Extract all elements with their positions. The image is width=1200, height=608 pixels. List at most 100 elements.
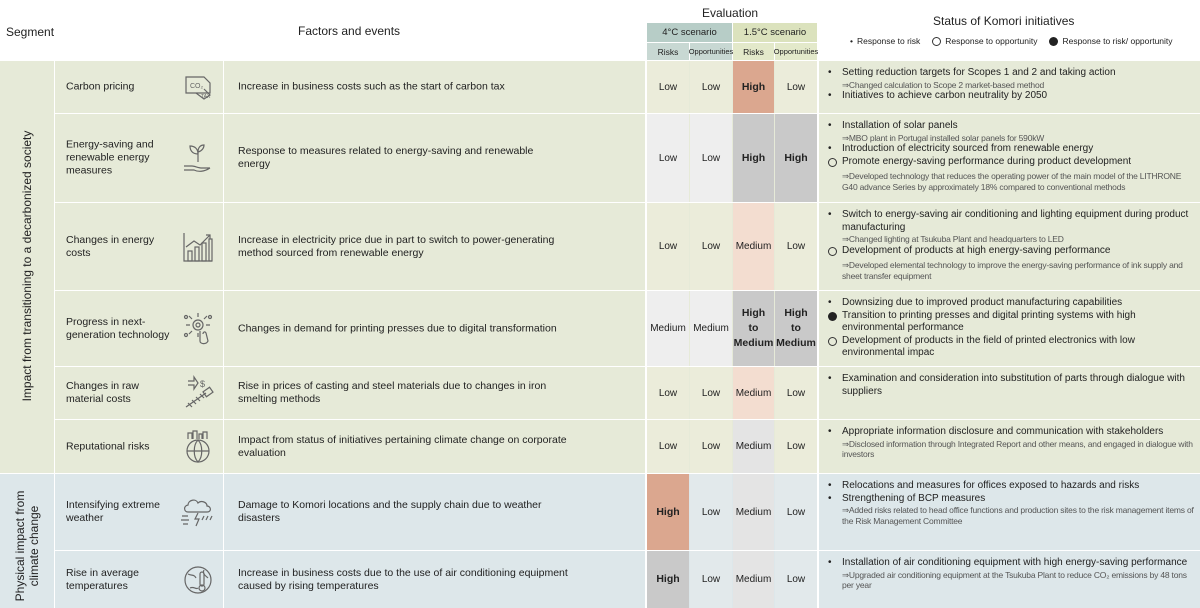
status-item: Downsizing due to improved product manuf…	[828, 297, 1196, 310]
open-circle-icon	[828, 336, 837, 346]
small-dot-icon	[828, 143, 832, 154]
status-header: Status of Komori initiatives	[933, 14, 1075, 28]
status-detail: ⇒Developed elemental technology to impro…	[842, 260, 1183, 281]
evaluation-cell-o15: Low	[775, 474, 817, 550]
small-dot-icon	[828, 67, 832, 78]
status-text: Appropriate information disclosure and c…	[842, 426, 1164, 437]
small-dot-icon	[828, 557, 832, 568]
status-text: Examination and consideration into subst…	[842, 373, 1185, 397]
small-dot-icon	[828, 373, 832, 384]
status-text: Downsizing due to improved product manuf…	[842, 297, 1123, 308]
evaluation-cell-o4: Low	[690, 203, 732, 290]
svg-text:CO₂: CO₂	[190, 83, 204, 90]
factor-name: Intensifying extreme weather	[66, 499, 160, 524]
factor-description: Changes in demand for printing presses d…	[238, 322, 557, 334]
factor-name: Energy-saving and renewable energy measu…	[66, 138, 154, 177]
evaluation-cell-r4: Medium	[647, 291, 689, 366]
evaluation-cell-r4: High	[647, 474, 689, 550]
status-item: Relocations and measures for offices exp…	[828, 480, 1196, 493]
factor-name: Changes in energy costs	[66, 233, 155, 259]
evaluation-cell-o15: Low	[775, 420, 817, 473]
evaluation-cell-o4: Low	[690, 551, 732, 608]
factor-name: Progress in next-generation technology	[66, 315, 170, 341]
small-dot-icon	[828, 209, 832, 220]
small-dot-icon	[828, 90, 832, 101]
segment-transition-label: Impact from transitioning to a decarboni…	[20, 130, 34, 402]
evaluation-cell-r15: High to Medium	[733, 291, 774, 366]
transition-band	[0, 61, 1200, 473]
factor-description: Rise in prices of casting and steel mate…	[238, 380, 547, 405]
opps-15c-header: Opportunities	[774, 43, 818, 60]
status-list: Appropriate information disclosure and c…	[828, 426, 1196, 460]
small-dot-icon: •	[850, 36, 853, 46]
evaluation-cell-r4: Low	[647, 114, 689, 202]
status-text: Development of products in the field of …	[842, 334, 1135, 359]
storm-cloud-icon	[178, 492, 218, 532]
status-list: Relocations and measures for offices exp…	[828, 480, 1196, 526]
evaluation-cell-r15: Medium	[733, 420, 774, 473]
status-item: Development of products at high energy-s…	[828, 245, 1196, 261]
status-item: Transition to printing presses and digit…	[828, 310, 1196, 335]
legend-opportunity: Response to opportunity	[945, 36, 1038, 46]
open-circle-icon	[932, 36, 942, 46]
status-item: Introduction of electricity sourced from…	[828, 143, 1196, 156]
touch-technology-icon	[178, 309, 218, 349]
segment-header: Segment	[6, 25, 55, 39]
evaluation-cell-o4: Low	[690, 114, 732, 202]
factor-name: Carbon pricing	[66, 80, 135, 93]
segment-physical-line1: Physical impact from	[13, 490, 27, 602]
evaluation-cell-o15: Low	[775, 61, 817, 113]
filled-circle-icon	[1049, 36, 1059, 46]
opps-4c-header: Opportunities	[689, 43, 733, 60]
status-text: Strengthening of BCP measures	[842, 492, 986, 504]
status-detail: ⇒Changed calculation to Scope 2 market-b…	[842, 79, 1044, 90]
status-list: Examination and consideration into subst…	[828, 373, 1196, 398]
segment-physical-label: Physical impact from climate change	[13, 479, 41, 608]
factors-header: Factors and events	[298, 24, 401, 38]
status-text: Transition to printing presses and digit…	[842, 309, 1136, 334]
status-text: Installation of air conditioning equipme…	[842, 557, 1188, 568]
status-list: Installation of solar panels⇒MBO plant i…	[828, 120, 1196, 192]
status-detail: ⇒Upgraded air conditioning equipment at …	[842, 569, 1187, 591]
status-list: Downsizing due to improved product manuf…	[828, 297, 1196, 360]
factor-description: Increase in business costs such as the s…	[238, 80, 505, 93]
status-item: Promote energy-saving performance during…	[828, 156, 1196, 172]
small-dot-icon	[828, 297, 832, 308]
status-list: Setting reduction targets for Scopes 1 a…	[828, 67, 1196, 103]
small-dot-icon	[828, 426, 832, 437]
status-item: Initiatives to achieve carbon neutrality…	[828, 90, 1196, 103]
factor-name: Changes in raw material costs	[66, 380, 139, 405]
factor-description: Increase in business costs due to the us…	[238, 566, 568, 592]
scenario-4c-header: 4°C scenario	[647, 23, 732, 42]
evaluation-cell-r15: High	[733, 61, 774, 113]
legend-both: Response to risk/ opportunity	[1062, 36, 1173, 46]
factor-description: Damage to Komori locations and the suppl…	[238, 499, 542, 524]
status-item: Switch to energy-saving air conditioning…	[828, 209, 1196, 234]
evaluation-header: Evaluation	[702, 6, 759, 20]
evaluation-cell-o15: Low	[775, 551, 817, 608]
status-item: Installation of solar panels	[828, 120, 1196, 133]
rising-bar-chart-icon	[178, 227, 218, 267]
small-dot-icon	[828, 480, 832, 491]
globe-city-icon	[178, 427, 218, 467]
svg-text:TAX: TAX	[201, 94, 211, 100]
svg-text:$: $	[200, 379, 205, 389]
evaluation-cell-r15: Medium	[733, 203, 774, 290]
status-item: Setting reduction targets for Scopes 1 a…	[828, 67, 1196, 80]
status-item: Installation of air conditioning equipme…	[828, 557, 1196, 570]
evaluation-cell-r4: Low	[647, 367, 689, 419]
evaluation-cell-r15: Medium	[733, 367, 774, 419]
status-item: Examination and consideration into subst…	[828, 373, 1196, 398]
plant-in-hand-icon	[178, 138, 218, 178]
status-text: Installation of solar panels	[842, 120, 958, 131]
status-text: Initiatives to achieve carbon neutrality…	[842, 90, 1048, 101]
open-circle-icon	[828, 157, 837, 167]
co2-tax-tag-icon: CO₂ TAX	[178, 67, 218, 107]
status-detail: ⇒Developed technology that reduces the o…	[842, 171, 1182, 192]
factor-name: Rise in average temperatures	[66, 566, 139, 592]
risks-4c-header: Risks	[647, 43, 689, 60]
status-text: Relocations and measures for offices exp…	[842, 480, 1140, 491]
small-dot-icon	[828, 493, 832, 504]
evaluation-cell-o15: Low	[775, 367, 817, 419]
status-item: Strengthening of BCP measures	[828, 493, 1196, 506]
